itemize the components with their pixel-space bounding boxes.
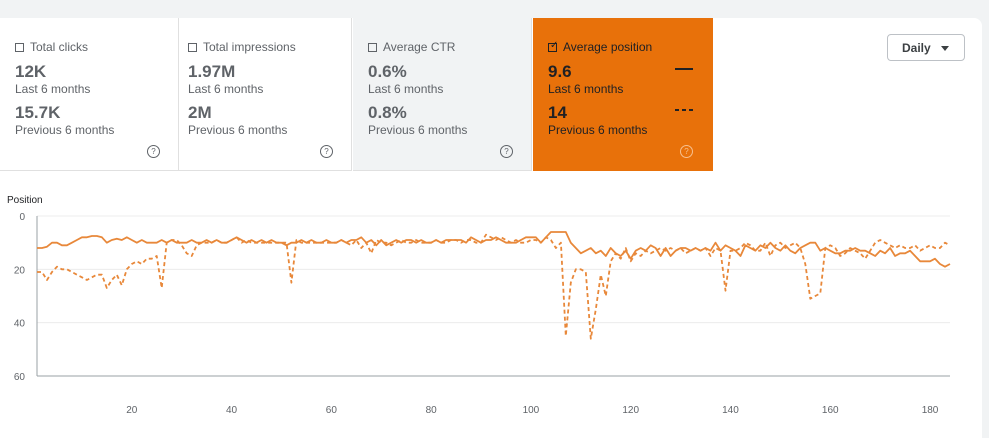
x-tick-label: 60 — [326, 405, 338, 416]
metric-period: Last 6 months — [15, 82, 91, 96]
metric-prev-period: Previous 6 months — [15, 123, 115, 137]
metric-total-impressions[interactable]: Total impressions 1.97M Last 6 months 2M… — [173, 18, 352, 171]
metric-label: Average position — [563, 40, 653, 54]
metric-prev-value: 0.8% — [368, 103, 407, 122]
y-tick-label: 60 — [14, 372, 26, 383]
caret-down-icon — [941, 46, 949, 51]
metric-prev-value: 15.7K — [15, 103, 61, 122]
position-chart: Position 0 20 40 60 20 40 60 80 100 120 140 160 180 — [7, 195, 951, 416]
metric-value: 9.6 — [548, 62, 572, 81]
metric-value: 12K — [15, 62, 47, 81]
help-icon[interactable]: ? — [680, 145, 693, 158]
y-tick-label: 40 — [14, 319, 26, 330]
x-tick-label: 160 — [822, 405, 839, 416]
performance-card: Total clicks 12K Last 6 months 15.7K Pre… — [0, 18, 982, 438]
metric-value: 0.6% — [368, 62, 407, 81]
metric-prev-period: Previous 6 months — [188, 123, 288, 137]
metric-average-ctr[interactable]: Average CTR 0.6% Last 6 months 0.8% Prev… — [353, 18, 532, 171]
granularity-dropdown[interactable]: Daily — [887, 34, 965, 61]
checkbox-icon[interactable] — [188, 42, 197, 52]
checkbox-icon[interactable] — [15, 42, 24, 52]
y-axis-title: Position — [7, 195, 43, 206]
legend-line-styles — [675, 68, 693, 111]
x-tick-label: 80 — [426, 405, 438, 416]
y-tick-label: 20 — [14, 265, 26, 276]
metric-period: Last 6 months — [368, 82, 444, 96]
metric-prev-value: 2M — [188, 103, 212, 122]
x-tick-label: 140 — [722, 405, 739, 416]
help-icon[interactable]: ? — [147, 145, 160, 158]
x-tick-label: 100 — [523, 405, 540, 416]
metric-prev-period: Previous 6 months — [548, 123, 648, 137]
checkbox-icon[interactable] — [368, 42, 377, 52]
metric-period: Last 6 months — [188, 82, 264, 96]
metric-value: 1.97M — [188, 62, 236, 81]
metric-label: Average CTR — [383, 40, 456, 54]
dropdown-value: Daily — [902, 41, 931, 55]
checkbox-checked-icon[interactable]: ✓ — [548, 39, 559, 52]
metric-prev-period: Previous 6 months — [368, 123, 468, 137]
metric-period: Last 6 months — [548, 82, 624, 96]
metric-total-clicks[interactable]: Total clicks 12K Last 6 months 15.7K Pre… — [0, 18, 179, 171]
x-tick-label: 20 — [126, 405, 138, 416]
metric-label: Total impressions — [203, 40, 296, 54]
metric-prev-value: 14 — [548, 103, 567, 122]
series-line-current — [37, 231, 951, 268]
x-tick-label: 180 — [922, 405, 939, 416]
x-tick-label: 40 — [226, 405, 238, 416]
help-icon[interactable]: ? — [500, 145, 513, 158]
y-tick-label: 0 — [19, 212, 25, 223]
help-icon[interactable]: ? — [320, 145, 333, 158]
series-line-previous — [37, 233, 951, 340]
metric-label: Total clicks — [30, 40, 89, 54]
metric-average-position[interactable]: ✓ Average position 9.6 Last 6 months 14 P… — [533, 18, 713, 171]
x-tick-label: 120 — [622, 405, 639, 416]
